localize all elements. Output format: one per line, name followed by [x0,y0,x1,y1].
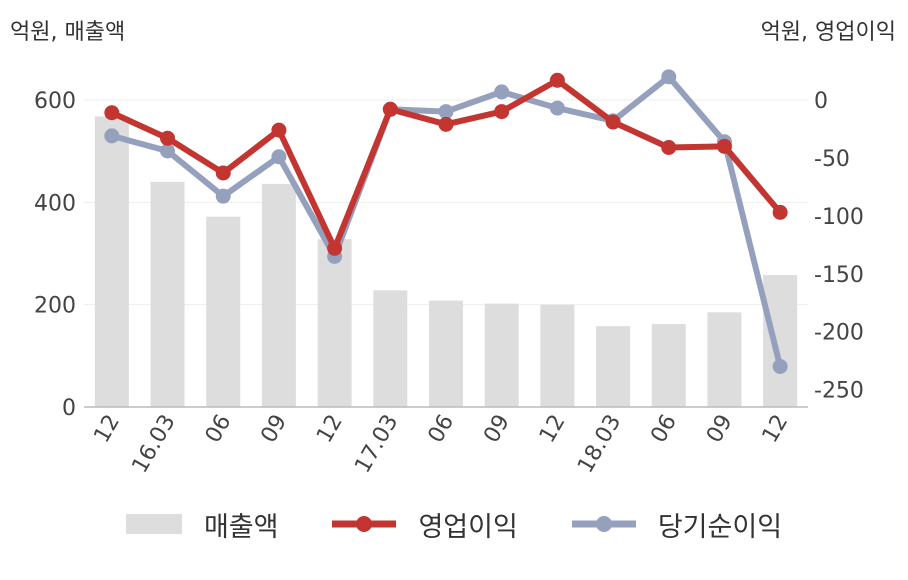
revenue-bar [261,183,296,407]
x-axis-tick-label: 12 [89,411,125,448]
legend-item-net-income: 당기순이익 [571,505,783,544]
net-income-point [215,188,231,204]
operating-profit-point [661,139,677,155]
revenue-bar [373,290,408,407]
operating-profit-point [494,104,510,120]
right-axis-tick-label: -200 [814,321,864,346]
operating-profit-point [160,130,176,146]
operating-profit-point [605,114,621,130]
right-axis-tick-label: 0 [814,89,828,114]
legend-red-line-marker-icon [332,516,397,532]
revenue-bar [484,303,519,407]
revenue-bar [429,300,463,407]
x-axis-tick-label: 17.03 [350,411,403,478]
left-axis-tick-label: 400 [34,191,76,216]
x-axis-tick-label: 09 [479,411,515,448]
x-axis-tick-label: 16.03 [128,411,181,478]
left-axis-tick-label: 0 [62,396,76,421]
x-axis-tick-label: 09 [256,411,292,448]
net-income-point [160,143,176,159]
legend-item-operating-profit: 영업이익 [332,505,518,544]
operating-profit-point [772,204,788,220]
left-axis-unit-label: 억원, 매출액 [10,20,126,45]
revenue-bar [596,326,631,407]
legend-gray-line-marker-icon [571,516,636,532]
right-axis-tick-label: -250 [814,379,864,404]
net-income-point [661,69,677,85]
right-axis-tick-label: -150 [814,263,864,288]
operating-profit-point [215,165,231,181]
legend-bar-swatch-icon [125,514,182,534]
revenue-bar [317,239,352,407]
revenue-bar [651,324,686,407]
right-axis-unit-label: 억원, 영업이익 [760,20,896,45]
revenue-bar [94,116,129,407]
right-axis-tick-label: -50 [814,147,850,172]
x-axis-tick-label: 18.03 [573,411,626,478]
x-axis-tick-label: 06 [424,411,460,448]
legend-label-operating-profit: 영업이익 [418,511,518,543]
net-income-point [549,100,565,116]
legend-label-revenue: 매출액 [203,511,279,543]
legend-label-net-income: 당기순이익 [657,511,783,543]
right-axis-tick-label: -100 [814,205,864,230]
chart-legend: 매출액 영업이익 당기순이익 [0,500,908,548]
x-axis-tick-label: 12 [535,411,571,448]
net-income-point [104,128,120,144]
operating-profit-point [549,72,565,88]
x-axis-tick-label: 12 [312,411,348,448]
operating-profit-point [104,105,120,121]
x-axis-tick-label: 09 [702,411,738,448]
net-income-point [271,149,287,165]
left-axis-tick-label: 200 [34,294,76,319]
revenue-bar [540,304,575,407]
operating-profit-point [716,138,732,154]
left-axis-tick-label: 600 [34,89,76,114]
operating-profit-point [327,240,343,256]
legend-item-revenue: 매출액 [125,505,279,544]
net-income-point [494,84,510,100]
net-income-point [772,358,788,374]
revenue-bar [150,181,185,407]
operating-profit-point [438,116,454,132]
operating-profit-point [382,101,398,117]
revenue-bar [206,216,241,407]
revenue-bar [707,312,742,407]
revenue-bar [763,274,798,407]
x-axis-tick-label: 06 [201,411,237,448]
x-axis-tick-label: 06 [646,411,682,448]
x-axis-tick-label: 12 [758,411,794,448]
operating-profit-point [271,122,287,138]
net-income-point [438,104,454,120]
